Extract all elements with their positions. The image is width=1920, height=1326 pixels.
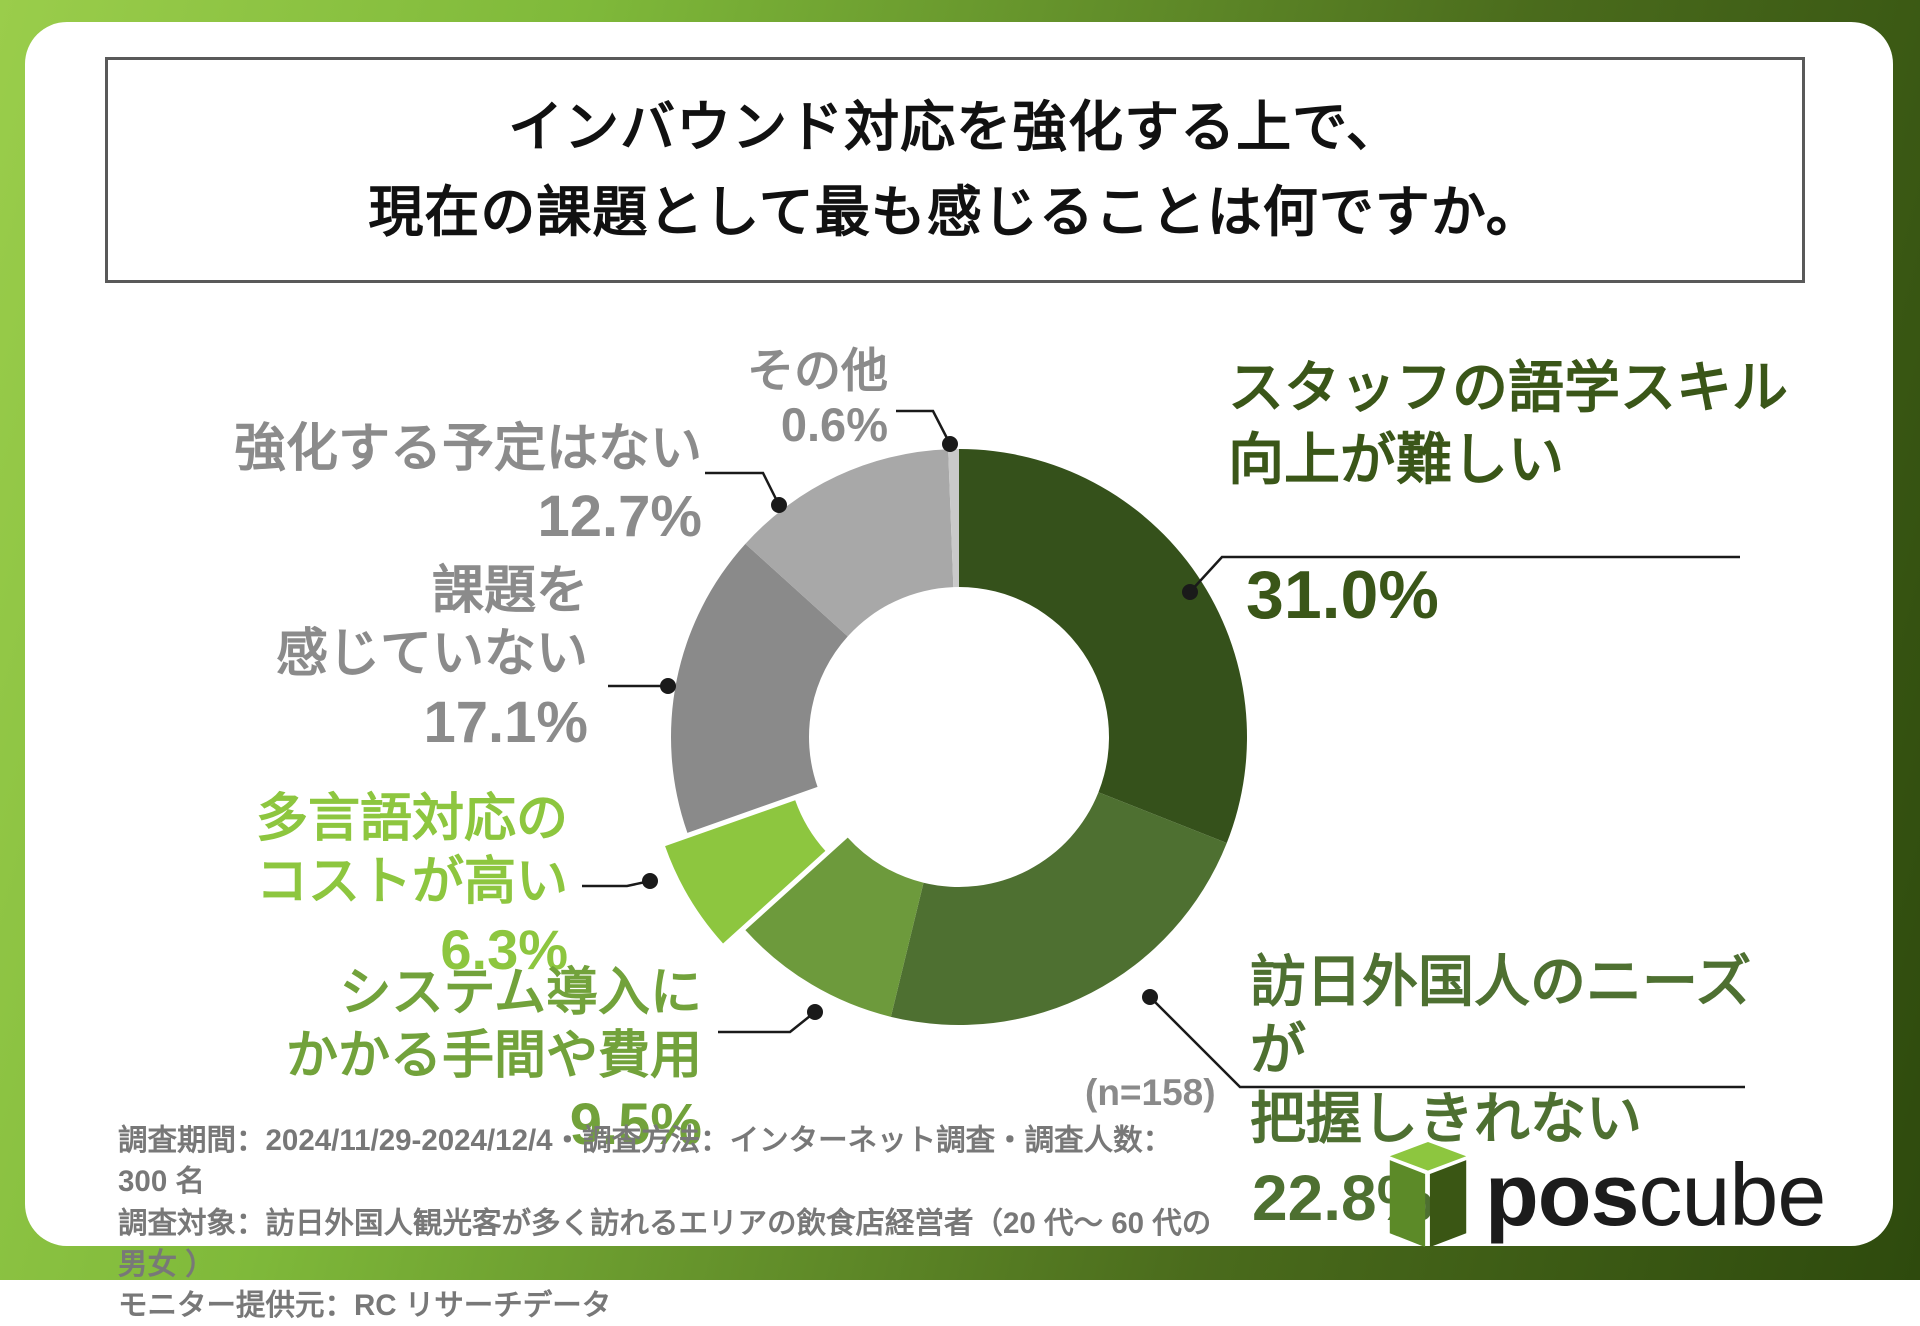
pie-slice <box>745 837 924 1017</box>
cube-icon <box>1389 1141 1467 1248</box>
slice-label-staff-language: スタッフの語学スキル 向上が難しい 31.0% <box>1228 352 1788 634</box>
slice-label-text: 訪日外国人のニーズが <box>1250 950 1752 1082</box>
leader-line <box>1189 555 1740 593</box>
slice-label-no-issue: 課題を 感じていない 17.1% <box>160 560 588 756</box>
logo-wordmark: poscube <box>1485 1142 1826 1248</box>
slice-label-multilingual-cost: 多言語対応の コストが高い 6.3% <box>160 788 568 982</box>
slice-label-system-cost: システム導入に かかる手間や費用 9.5% <box>150 962 702 1158</box>
logo-pos: pos <box>1485 1145 1639 1244</box>
logo-cube: cube <box>1638 1145 1826 1244</box>
slice-label-value: 9.5% <box>569 1091 702 1157</box>
page-title-line1: インバウンド対応を強化する上で、 <box>508 95 1402 158</box>
leader-dot <box>771 497 787 513</box>
leader-line <box>1149 996 1745 1089</box>
slice-label-text: その他 <box>747 344 888 397</box>
pie-slice <box>665 800 826 944</box>
survey-note-line3: モニター提供元：RC リサーチデータ <box>118 1289 612 1323</box>
slice-label-text: システム導入に <box>339 964 702 1022</box>
leader-dot <box>1182 584 1198 600</box>
donut-chart <box>582 409 1745 1089</box>
slice-label-value: 17.1% <box>423 689 588 755</box>
sample-size-label: (n=158) <box>1085 1072 1216 1113</box>
leader-dot <box>807 1004 823 1020</box>
title-box: インバウンド対応を強化する上で、 現在の課題として最も感じることは何ですか。 <box>105 57 1805 283</box>
slice-label-value: 6.3% <box>440 917 568 981</box>
slice-label-text: 強化する予定はない <box>233 420 702 478</box>
leader-line <box>582 879 651 888</box>
slice-label-other: その他 0.6% <box>620 342 888 452</box>
leader-dot <box>1142 989 1158 1005</box>
survey-notes: 調査期間：2024/11/29-2024/12/4・調査方法：インターネット調査… <box>118 1120 1218 1326</box>
slice-label-text: 把握しきれない <box>1250 1086 1642 1150</box>
leader-line <box>718 1011 816 1034</box>
pie-slice <box>948 449 959 588</box>
slice-label-no-plan: 強化する予定はない 12.7% <box>200 418 702 550</box>
leader-dot <box>642 873 658 889</box>
slice-label-text: 感じていない <box>275 625 588 684</box>
leader-line <box>896 409 952 445</box>
survey-note-line1: 調査期間：2024/11/29-2024/12/4・調査方法：インターネット調査… <box>118 1124 1173 1199</box>
pie-slice <box>745 449 954 637</box>
slice-label-text: スタッフの語学スキル <box>1228 356 1788 419</box>
poscube-logo: poscube <box>1385 1141 1826 1248</box>
survey-note-line2: 調査対象：訪日外国人観光客が多く訪れるエリアの飲食店経営者（20 代〜 60 代… <box>118 1206 1212 1281</box>
slice-label-text: 向上が難しい <box>1228 427 1564 491</box>
slice-label-value: 12.7% <box>537 484 702 550</box>
leader-line <box>705 471 781 506</box>
slice-label-value: 31.0% <box>1246 557 1439 634</box>
leader-dot <box>942 436 958 452</box>
slice-label-text: 課題を <box>431 562 588 620</box>
leader-dot <box>660 678 676 694</box>
pie-slice <box>890 792 1227 1025</box>
slice-label-value: 0.6% <box>780 398 888 452</box>
pie-slice <box>671 543 848 833</box>
slice-label-text: コストが高い <box>255 853 568 912</box>
page-title-line2: 現在の課題として最も感じることは何ですか。 <box>368 181 1542 243</box>
slice-label-text: かかる手間や費用 <box>285 1027 702 1086</box>
pie-slice <box>959 449 1247 844</box>
slice-label-text: 多言語対応の <box>255 790 568 848</box>
